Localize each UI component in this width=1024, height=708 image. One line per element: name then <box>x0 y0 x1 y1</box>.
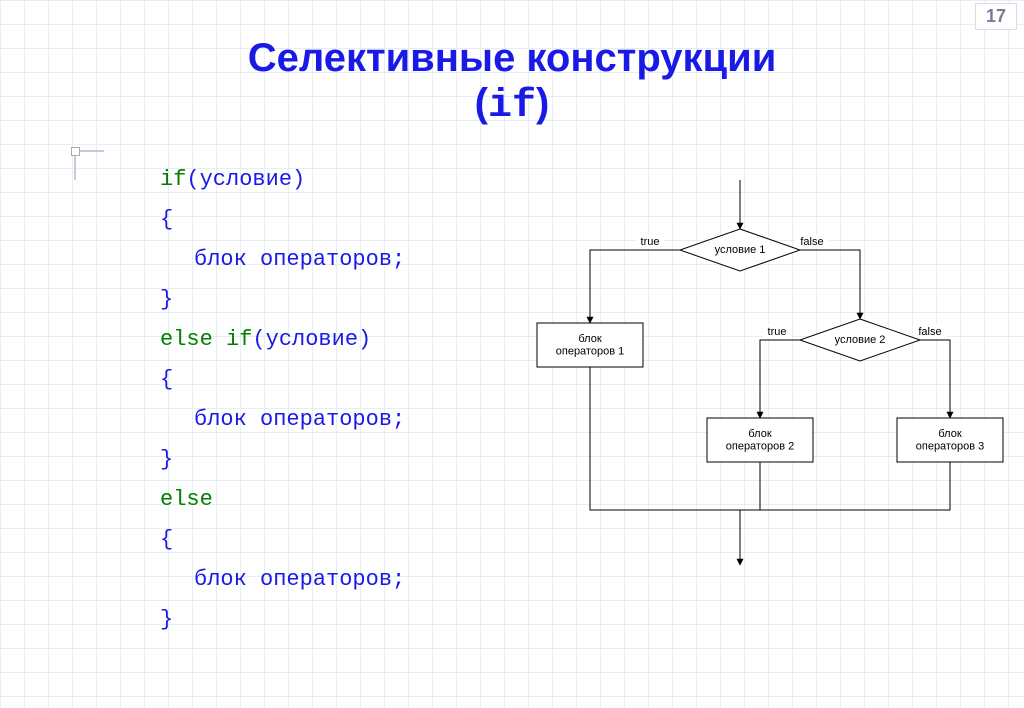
code-block: if(условие) { блок операторов; } else if… <box>160 160 405 640</box>
code-text: (условие) <box>252 327 371 352</box>
code-text: { <box>160 527 173 552</box>
code-text: блок операторов; <box>194 247 405 272</box>
title-line1: Селективные конструкции <box>248 36 777 80</box>
flowchart-edges: true false true false <box>590 180 950 565</box>
code-line: } <box>160 280 405 320</box>
code-text: { <box>160 207 173 232</box>
flowchart-nodes: условие 1условие 2блокоператоров 1блокоп… <box>537 229 1003 462</box>
code-text: } <box>160 607 173 632</box>
slide-title: Селективные конструкции (if) <box>0 36 1024 129</box>
code-line: блок операторов; <box>160 400 405 440</box>
svg-text:false: false <box>800 236 823 248</box>
svg-text:true: true <box>641 236 660 248</box>
code-text: { <box>160 367 173 392</box>
code-line: } <box>160 440 405 480</box>
keyword-else: else <box>160 487 213 512</box>
flowchart-diagram: truefalsetruefalse условие 1условие 2бло… <box>490 170 1010 590</box>
keyword-if: if <box>160 167 186 192</box>
code-text: блок операторов; <box>194 567 405 592</box>
page-number: 17 <box>976 4 1016 29</box>
svg-text:false: false <box>918 326 941 338</box>
keyword-elseif: else if <box>160 327 252 352</box>
code-line: else if(условие) <box>160 320 405 360</box>
title-keyword: if <box>488 84 536 129</box>
code-line: } <box>160 600 405 640</box>
title-paren-close: ) <box>536 81 549 125</box>
code-line: блок операторов; <box>160 240 405 280</box>
code-text: } <box>160 287 173 312</box>
code-line: else <box>160 480 405 520</box>
svg-text:условие 1: условие 1 <box>715 244 766 256</box>
code-line: блок операторов; <box>160 560 405 600</box>
svg-text:условие 2: условие 2 <box>835 334 886 346</box>
svg-text:true: true <box>768 326 787 338</box>
decorative-corner <box>74 150 104 180</box>
code-line: if(условие) <box>160 160 405 200</box>
code-line: { <box>160 520 405 560</box>
title-paren-open: ( <box>475 81 488 125</box>
code-text: } <box>160 447 173 472</box>
code-text: (условие) <box>186 167 305 192</box>
code-line: { <box>160 200 405 240</box>
code-line: { <box>160 360 405 400</box>
code-text: блок операторов; <box>194 407 405 432</box>
